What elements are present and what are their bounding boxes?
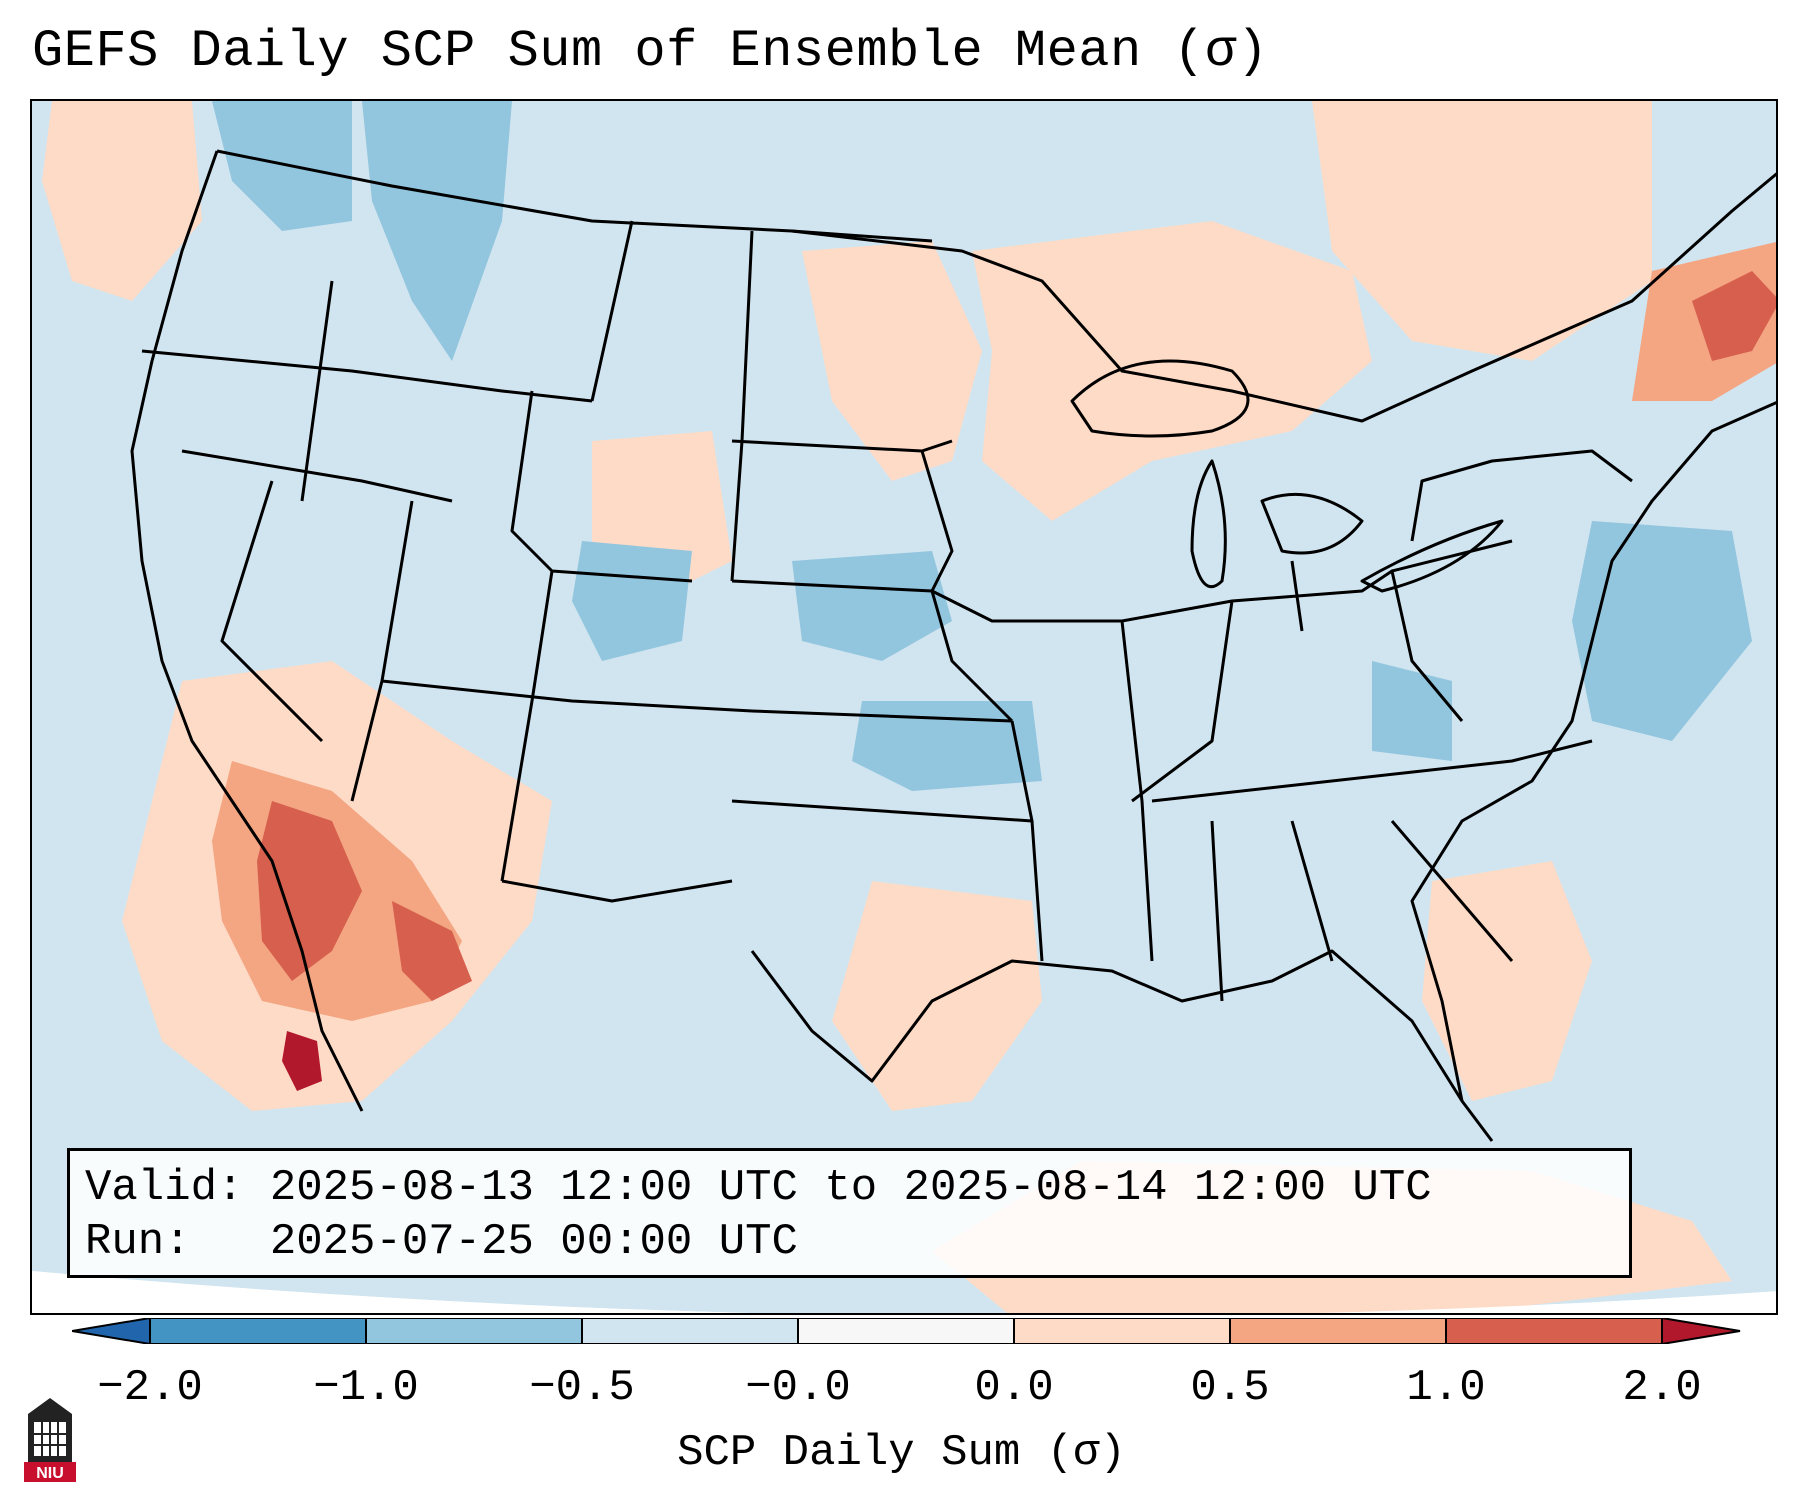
anomaly-region-plains [802, 241, 982, 481]
colorbar-tick-label: −0.5 [529, 1363, 635, 1413]
anomaly-region-sonora-core [257, 801, 362, 981]
anomaly-region-texas [832, 881, 1042, 1111]
gulf-coast [750, 949, 1494, 1142]
great-lakes-outline [1070, 359, 1504, 593]
colorbar-segment-4 [798, 1318, 1014, 1344]
east-coast [1410, 401, 1776, 1102]
chart-title: GEFS Daily SCP Sum of Ensemble Mean (σ) [32, 22, 1269, 81]
anomaly-region-maine [1692, 271, 1776, 361]
anomaly-region-nebraska [792, 551, 952, 661]
state-lines-central [730, 229, 1122, 962]
colorbar-segment-2 [366, 1318, 582, 1344]
map-panel [30, 99, 1778, 1315]
colorbar-segment-1 [150, 1318, 366, 1344]
map-canvas [32, 101, 1776, 1313]
negative-anomaly-layer [212, 101, 1752, 791]
colorbar-segment-5 [1014, 1318, 1230, 1344]
colorbar-segment-3 [582, 1318, 798, 1344]
run-value: 2025-07-25 00:00 UTC [269, 1217, 798, 1267]
anomaly-region-atlantic [1422, 861, 1592, 1101]
canada-us-border [216, 149, 1776, 423]
niu-logo-icon: NIU [24, 1398, 76, 1482]
colorbar-tick-label: 0.0 [974, 1363, 1054, 1413]
anomaly-region-oklahoma [852, 701, 1042, 791]
logo-text: NIU [36, 1465, 64, 1482]
valid-label: Valid: [85, 1163, 244, 1213]
anomaly-region-mid-atlantic [1572, 521, 1752, 741]
colorbar-tick-label: −2.0 [97, 1363, 203, 1413]
anomaly-region-idaho [362, 101, 512, 361]
colorbar-label: SCP Daily Sum (σ) [677, 1428, 1126, 1478]
colorbar-tick-label: 0.5 [1190, 1363, 1270, 1413]
colorbar-tick-label: −0.0 [745, 1363, 851, 1413]
colorbar-tick-label: 2.0 [1622, 1363, 1702, 1413]
valid-run-box: Valid: 2025-08-13 12:00 UTC to 2025-08-1… [67, 1148, 1632, 1278]
anomaly-region-great-lakes [972, 221, 1372, 521]
valid-value: 2025-08-13 12:00 UTC to 2025-08-14 12:00… [269, 1163, 1432, 1213]
anomaly-region-utah [572, 541, 692, 661]
colorbar-extend-low [72, 1318, 150, 1344]
boundaries-layer [130, 149, 1776, 1142]
run-label: Run: [85, 1217, 191, 1267]
state-lines-east [1120, 449, 1633, 1002]
colorbar-tick-label: −1.0 [313, 1363, 419, 1413]
colorbar-segment-6 [1230, 1318, 1446, 1344]
colorbar-extend-high [1662, 1318, 1740, 1344]
anomaly-region-pacific-nw [42, 101, 202, 301]
anomaly-region-canada [1312, 101, 1652, 361]
positive-anomaly-layer [42, 101, 1776, 1313]
anomaly-region-washington [212, 101, 352, 231]
anomaly-region-baja [392, 901, 472, 1001]
colorbar [72, 1318, 1741, 1344]
colorbar-segment-7 [1446, 1318, 1662, 1344]
projection-edge [32, 1271, 1776, 1313]
west-coast [130, 150, 364, 1112]
colorbar-tick-label: 1.0 [1406, 1363, 1486, 1413]
anomaly-region-baja-core [282, 1031, 322, 1091]
state-lines-west [141, 220, 753, 903]
